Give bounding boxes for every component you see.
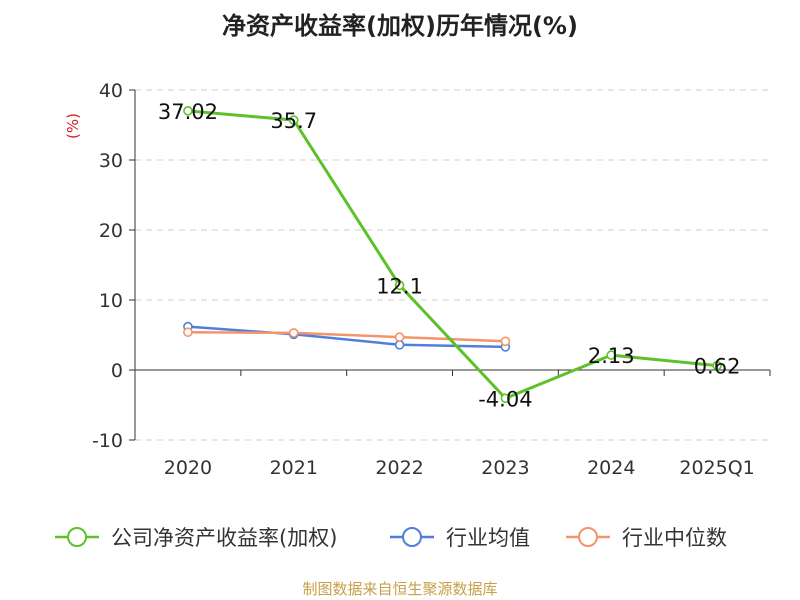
legend-marker <box>578 527 598 547</box>
data-point <box>394 339 405 350</box>
data-point <box>606 350 617 360</box>
data-point <box>183 327 193 338</box>
x-tick-label: 2024 <box>587 457 635 479</box>
data-label: 12.1 <box>376 274 423 298</box>
x-tick-label: 2021 <box>270 457 318 479</box>
y-tick-label: 20 <box>99 220 123 242</box>
legend-label: 行业均值 <box>446 526 530 550</box>
legend-marker <box>67 527 87 547</box>
y-tick-label: 40 <box>99 80 123 102</box>
data-point <box>500 393 511 404</box>
data-label: 0.62 <box>694 355 741 379</box>
y-tick-label: 10 <box>99 290 123 312</box>
x-tick-label: 2023 <box>481 457 529 479</box>
series-line <box>187 325 506 349</box>
y-axis-label: (%) <box>64 113 82 139</box>
y-tick-label: 0 <box>111 360 123 382</box>
data-point <box>183 106 193 116</box>
series-line <box>187 330 506 343</box>
data-point <box>712 360 722 371</box>
data-point <box>288 328 299 338</box>
data-point <box>394 332 405 342</box>
legend-marker <box>402 527 422 547</box>
data-label: 2.13 <box>588 344 635 368</box>
data-label: -4.04 <box>478 387 532 411</box>
data-label: 35.7 <box>270 109 317 133</box>
legend-label: 行业中位数 <box>622 526 727 550</box>
y-tick-label: 30 <box>99 150 123 172</box>
x-tick-label: 2020 <box>164 457 212 479</box>
y-tick-label: -10 <box>92 430 123 452</box>
data-label: 37.02 <box>158 100 218 124</box>
data-point <box>288 115 299 125</box>
series-line <box>187 109 718 400</box>
chart-title: 净资产收益率(加权)历年情况(%) <box>222 12 578 40</box>
data-point <box>500 336 511 347</box>
data-point <box>394 280 405 291</box>
x-tick-label: 2025Q1 <box>679 457 754 479</box>
x-tick-label: 2022 <box>375 457 423 479</box>
legend-label: 公司净资产收益率(加权) <box>111 526 337 550</box>
source-note: 制图数据来自恒生聚源数据库 <box>302 580 498 598</box>
